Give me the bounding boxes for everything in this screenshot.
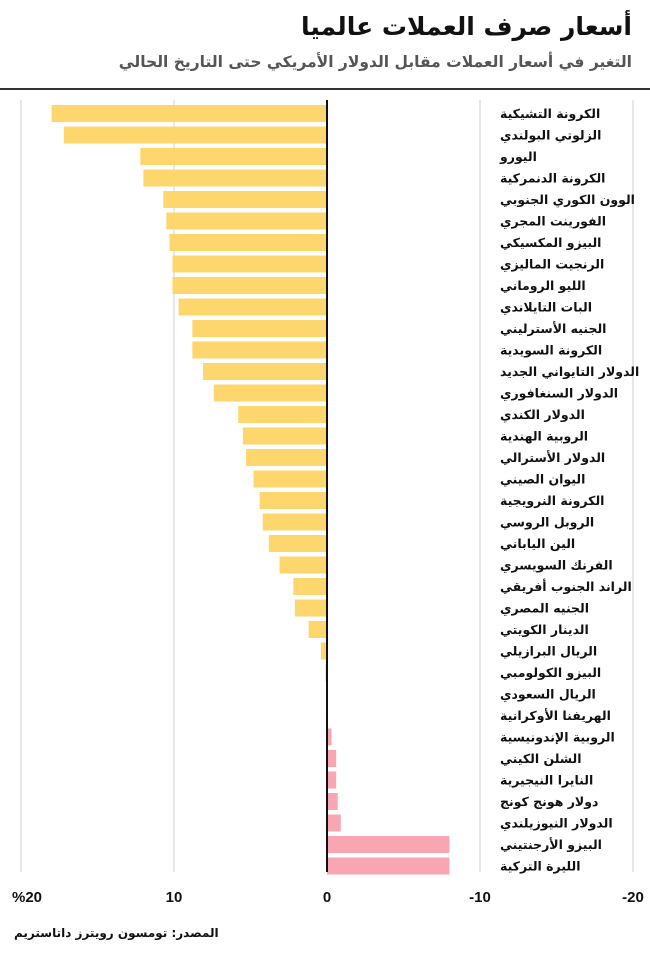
category-label: الدولار الأسترالي	[500, 450, 605, 465]
bar	[166, 212, 327, 230]
category-label: الهريفنا الأوكرانية	[500, 708, 611, 723]
category-label: الزلوتي البولندي	[500, 128, 601, 143]
bar	[245, 449, 327, 466]
category-label: الدولار الكندي	[500, 407, 585, 422]
category-label: الكرونة الدنمركية	[500, 171, 605, 186]
bar	[203, 363, 327, 380]
category-label: النايرا النيجيرية	[500, 773, 593, 788]
chart-title: أسعار صرف العملات عالميا	[300, 12, 632, 41]
x-tick-label: 10	[166, 889, 183, 906]
category-label: الفورينت المجري	[500, 214, 606, 229]
bar	[279, 556, 327, 574]
category-label: الراند الجنوب أفريقي	[500, 578, 632, 594]
bar	[293, 578, 327, 595]
category-label: الكرونة السويدية	[500, 343, 602, 358]
bar	[327, 857, 450, 875]
tick-labels: %20 10 0 -10 -20	[12, 889, 644, 906]
bar	[242, 427, 327, 445]
bar	[320, 642, 327, 660]
bar	[140, 148, 327, 165]
x-tick-label: %20	[12, 889, 42, 906]
category-label: الليرة التركية	[500, 859, 581, 874]
category-label: الروبية الإندونيسية	[500, 730, 615, 745]
x-tick-label: -20	[622, 889, 644, 906]
bar	[327, 836, 450, 853]
x-tick-label: -10	[469, 889, 491, 906]
category-label: الكرونة التشيكية	[500, 106, 600, 121]
bar	[327, 793, 338, 810]
category-label: اليوان الصيني	[500, 472, 585, 487]
category-label: الفرنك السويسري	[500, 558, 613, 573]
bar	[143, 169, 327, 187]
category-label: الريال السعودي	[500, 687, 596, 702]
bar	[259, 492, 327, 509]
source-note: المصدر: تومسون رويترز داتاستريم	[14, 926, 219, 940]
category-label: الدولار التايواني الجديد	[500, 364, 639, 379]
category-label: البيزو المكسيكي	[500, 235, 601, 250]
bar	[169, 234, 327, 251]
category-label: الروبل الروسي	[500, 515, 594, 530]
bar	[308, 621, 327, 638]
category-label: الشلن الكيني	[500, 751, 582, 766]
category-label: الريال البرازيلي	[500, 644, 597, 659]
category-label: الرنجيت الماليزي	[500, 257, 604, 272]
category-label: الجنيه المصري	[500, 601, 589, 616]
bar	[327, 728, 332, 746]
category-label: الجنيه الأسترليني	[500, 321, 606, 336]
category-label: البيزو الأرجنتيني	[500, 837, 602, 852]
bar	[327, 750, 337, 767]
bar	[238, 406, 327, 423]
bar	[192, 320, 327, 337]
category-label: البيزو الكولومبي	[500, 665, 601, 680]
bar	[172, 277, 327, 294]
category-label: الدولار السنغافوري	[500, 386, 618, 401]
bar	[178, 298, 327, 316]
category-label: الين الياباني	[500, 536, 575, 551]
category-label: الليو الروماني	[500, 278, 586, 293]
bar	[213, 384, 327, 402]
category-label: الكرونة النرويجية	[500, 493, 604, 508]
bar	[294, 599, 327, 617]
category-label: الدولار النيوزيلندي	[500, 816, 613, 831]
x-tick-label: 0	[323, 889, 331, 906]
bar	[63, 126, 328, 144]
chart-subtitle: التغير في أسعار العملات مقابل الدولار ال…	[118, 53, 632, 71]
bar	[262, 513, 327, 531]
category-labels: الكرونة التشيكية الزلوتي البولندي اليورو ال…	[499, 106, 639, 874]
category-label: الدينار الكويتي	[500, 622, 589, 637]
bar	[172, 255, 327, 273]
bar	[51, 105, 327, 122]
bar	[327, 771, 337, 789]
category-label: البات التايلاندي	[500, 300, 592, 315]
header-divider	[0, 88, 650, 90]
bars-group	[51, 105, 450, 875]
bar	[327, 814, 341, 832]
bar	[253, 470, 327, 488]
category-label: اليورو	[499, 149, 537, 164]
bar	[163, 191, 327, 208]
category-label: الوون الكوري الجنوبي	[500, 192, 635, 207]
category-label: الروبية الهندية	[500, 429, 588, 444]
bar	[268, 535, 327, 552]
bar	[192, 341, 327, 359]
category-label: دولار هونج كونج	[500, 794, 598, 809]
